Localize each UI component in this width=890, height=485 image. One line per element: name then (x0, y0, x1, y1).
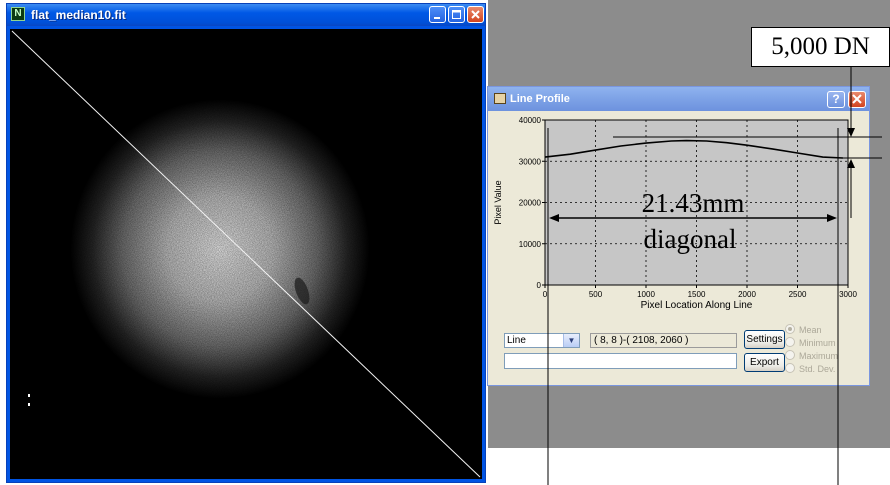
y-tick-label: 30000 (519, 157, 542, 166)
radio-minimum[interactable]: Minimum (785, 337, 836, 349)
close-icon (471, 10, 480, 19)
profile-chart: 40000 30000 20000 10000 0 0 500 1000 1500 2000 25… (493, 116, 857, 311)
profile-series-line (544, 139, 843, 159)
y-axis-label: Pixel Value (493, 180, 503, 224)
maximize-icon (452, 10, 461, 19)
plot-grid (545, 120, 848, 285)
radio-maximum-label: Maximum (799, 351, 839, 361)
x-tick-label: 2000 (738, 290, 756, 299)
image-window[interactable]: N flat_median10.fit (6, 3, 486, 483)
x-tick-label: 1500 (688, 290, 706, 299)
y-tick-label: 20000 (519, 199, 542, 208)
fits-image-canvas[interactable] (10, 29, 482, 479)
dn-annotation-label: 5,000 DN (751, 27, 890, 67)
line-profile-title: Line Profile (510, 93, 570, 105)
radio-minimum-indicator (785, 337, 795, 347)
radio-maximum-indicator (785, 350, 795, 360)
profile-plot-area: 40000 30000 20000 10000 0 0 500 1000 1500 2000 25… (488, 111, 871, 319)
maximize-button[interactable] (448, 6, 465, 23)
radio-std-dev-indicator (785, 363, 795, 373)
mode-select[interactable]: Line ▼ (504, 333, 580, 348)
image-window-title: flat_median10.fit (31, 8, 126, 22)
x-axis-label: Pixel Location Along Line (641, 300, 753, 311)
y-tick-label: 0 (537, 281, 542, 290)
radio-mean-label: Mean (799, 325, 822, 335)
x-tick-label: 3000 (839, 290, 857, 299)
coords-display: ( 8, 8 )-( 2108, 2060 ) (590, 333, 737, 348)
radio-maximum[interactable]: Maximum (785, 350, 838, 362)
status-field (504, 353, 737, 369)
minimize-icon (434, 17, 440, 19)
help-icon: ? (832, 92, 840, 106)
x-tick-label: 1000 (637, 290, 655, 299)
mode-select-value: Line (507, 335, 526, 346)
radio-std-dev-label: Std. Dev. (799, 364, 836, 374)
x-tick-label: 500 (589, 290, 603, 299)
y-tick-label: 40000 (519, 116, 542, 125)
help-button[interactable]: ? (827, 91, 845, 108)
close-button[interactable] (467, 6, 484, 23)
y-axis-ticks: 40000 30000 20000 10000 0 (519, 116, 545, 290)
image-window-titlebar[interactable]: N flat_median10.fit (7, 4, 485, 26)
app-icon: N (11, 7, 25, 21)
x-axis-ticks: 0 500 1000 1500 2000 2500 3000 (543, 285, 857, 299)
line-profile-titlebar[interactable]: Line Profile ? (488, 87, 869, 111)
chevron-down-icon[interactable]: ▼ (563, 334, 579, 347)
radio-minimum-label: Minimum (799, 338, 836, 348)
export-button[interactable]: Export (744, 353, 785, 372)
close-icon (852, 94, 862, 104)
line-profile-close-button[interactable] (848, 91, 866, 108)
radio-mean[interactable]: Mean (785, 324, 822, 336)
line-profile-app-icon (494, 93, 506, 104)
x-tick-label: 2500 (789, 290, 807, 299)
minimize-button[interactable] (429, 6, 446, 23)
line-profile-window[interactable]: Line Profile ? 40000 30000 20000 10000 0 0 50… (487, 86, 870, 386)
settings-button[interactable]: Settings (744, 330, 785, 349)
x-tick-label: 0 (543, 290, 548, 299)
radio-mean-indicator (785, 324, 795, 334)
flat-field-image (10, 29, 482, 479)
radio-std-dev[interactable]: Std. Dev. (785, 363, 835, 375)
y-tick-label: 10000 (519, 240, 542, 249)
